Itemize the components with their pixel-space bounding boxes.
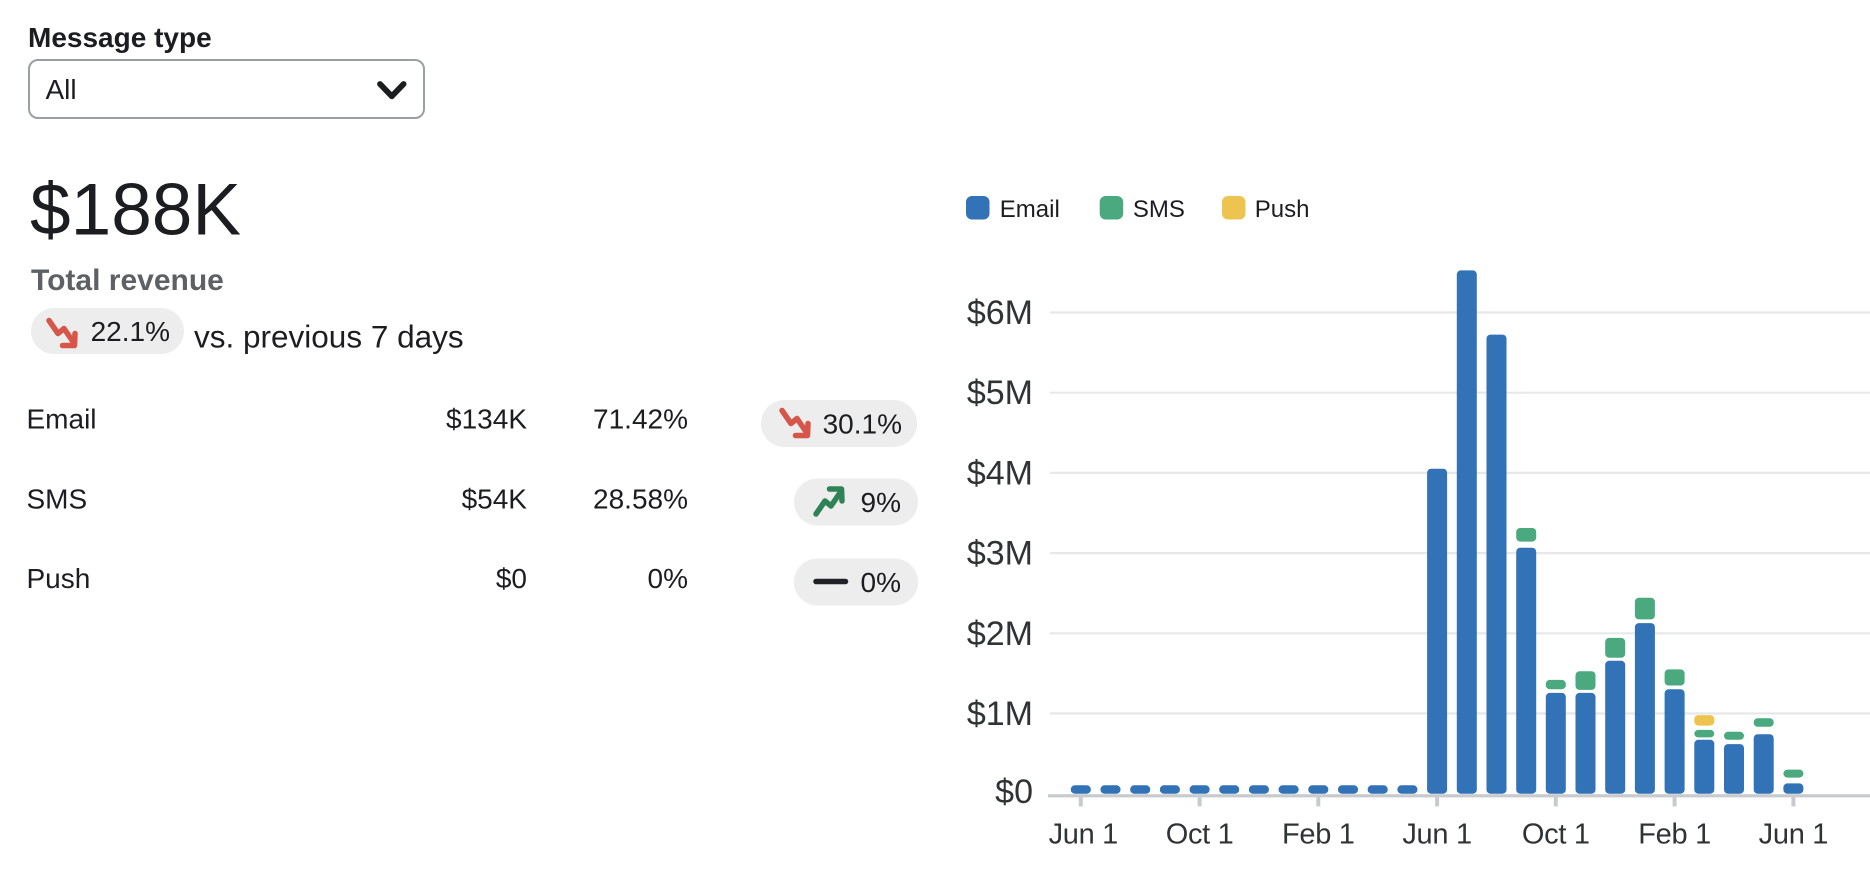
- svg-text:Email: Email: [27, 404, 97, 435]
- svg-text:$2M: $2M: [967, 615, 1033, 653]
- svg-text:Push: Push: [27, 563, 91, 594]
- svg-text:Jun 1: Jun 1: [1049, 819, 1118, 851]
- svg-text:$3M: $3M: [967, 535, 1033, 573]
- svg-text:$0: $0: [995, 773, 1033, 811]
- svg-text:$134K: $134K: [446, 404, 527, 435]
- svg-text:Message type: Message type: [28, 22, 212, 53]
- svg-text:Feb 1: Feb 1: [1282, 819, 1355, 851]
- svg-text:Feb 1: Feb 1: [1638, 819, 1711, 851]
- svg-text:28.58%: 28.58%: [593, 483, 688, 514]
- svg-text:SMS: SMS: [27, 483, 88, 514]
- svg-text:$1M: $1M: [967, 695, 1033, 733]
- svg-text:$54K: $54K: [462, 483, 528, 514]
- svg-text:$0: $0: [496, 563, 527, 594]
- svg-text:Total revenue: Total revenue: [31, 264, 224, 297]
- svg-text:vs. previous 7 days: vs. previous 7 days: [194, 319, 464, 355]
- svg-text:SMS: SMS: [1133, 196, 1185, 223]
- svg-text:30.1%: 30.1%: [823, 409, 902, 440]
- svg-text:71.42%: 71.42%: [593, 404, 688, 435]
- svg-text:All: All: [46, 74, 77, 105]
- svg-text:Oct 1: Oct 1: [1166, 819, 1234, 851]
- svg-text:$4M: $4M: [967, 454, 1033, 492]
- svg-text:22.1%: 22.1%: [91, 316, 170, 347]
- svg-text:$5M: $5M: [967, 374, 1033, 412]
- svg-text:Jun 1: Jun 1: [1402, 819, 1471, 851]
- svg-text:Email: Email: [1000, 196, 1060, 223]
- svg-text:Oct 1: Oct 1: [1522, 819, 1590, 851]
- svg-text:Push: Push: [1255, 196, 1310, 223]
- svg-text:Jun 1: Jun 1: [1759, 819, 1828, 851]
- svg-text:0%: 0%: [648, 563, 688, 594]
- svg-text:$188K: $188K: [30, 170, 241, 251]
- svg-text:$6M: $6M: [967, 294, 1033, 332]
- svg-text:0%: 0%: [861, 567, 901, 598]
- svg-text:9%: 9%: [861, 487, 901, 518]
